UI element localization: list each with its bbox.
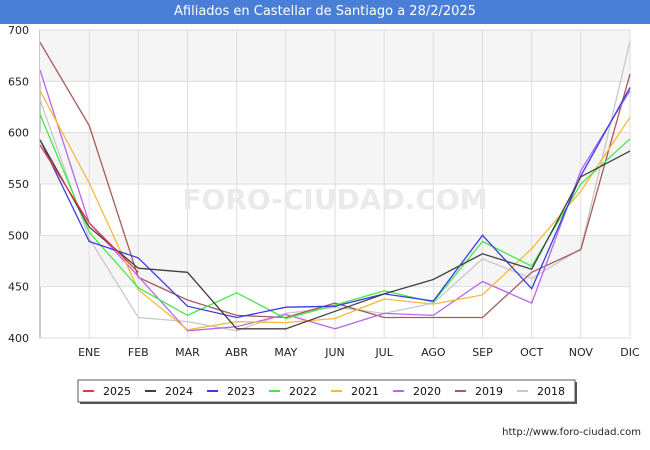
series-line-2019 (39, 41, 631, 319)
line-chart: FORO-CIUDAD.COM 400 450 500 550 600 650 700 EN… (8, 24, 640, 404)
y-tick-label: 650 (8, 75, 29, 88)
x-tick-label: MAR (175, 346, 200, 359)
series-line-2023 (39, 87, 631, 319)
x-tick-label: FEB (128, 346, 149, 359)
x-tick-label: NOV (569, 346, 594, 359)
x-tick-label: DIC (620, 346, 640, 359)
x-tick-label: MAY (274, 346, 297, 359)
y-tick-label: 500 (8, 229, 29, 242)
series-line-2025 (39, 144, 139, 273)
legend: 2025 2024 2023 2022 2021 2020 2019 2018 (77, 379, 577, 404)
y-tick-label: 600 (8, 127, 29, 140)
legend-label-2021: 2021 (351, 385, 379, 398)
y-tick-label: 550 (8, 178, 29, 191)
series-line-2020 (39, 69, 631, 332)
legend-label-2018: 2018 (537, 385, 565, 398)
legend-label-2020: 2020 (413, 385, 441, 398)
x-tick-label: JUN (324, 346, 345, 359)
y-tick-label: 400 (8, 332, 29, 345)
x-tick-label: ENE (78, 346, 100, 359)
series-line-2018 (39, 41, 631, 332)
series-line-2024 (39, 139, 631, 330)
legend-label-2025: 2025 (103, 385, 131, 398)
chart-title: Afiliados en Castellar de Santiago a 28/… (0, 0, 650, 24)
watermark: FORO-CIUDAD.COM (182, 183, 487, 216)
legend-label-2022: 2022 (289, 385, 317, 398)
y-tick-label: 450 (8, 281, 29, 294)
x-tick-label: ABR (225, 346, 248, 359)
source-url[interactable]: http://www.foro-ciudad.com (502, 427, 641, 438)
x-tick-label: OCT (520, 346, 543, 359)
legend-box (77, 379, 576, 403)
series-line-2022 (39, 113, 631, 320)
x-tick-label: JUL (374, 346, 393, 359)
y-tick-label: 700 (8, 24, 29, 37)
series-line-2021 (39, 90, 631, 331)
x-tick-label: AGO (421, 346, 446, 359)
legend-label-2024: 2024 (165, 385, 193, 398)
x-tick-label: SEP (472, 346, 493, 359)
legend-label-2019: 2019 (475, 385, 503, 398)
legend-label-2023: 2023 (227, 385, 255, 398)
